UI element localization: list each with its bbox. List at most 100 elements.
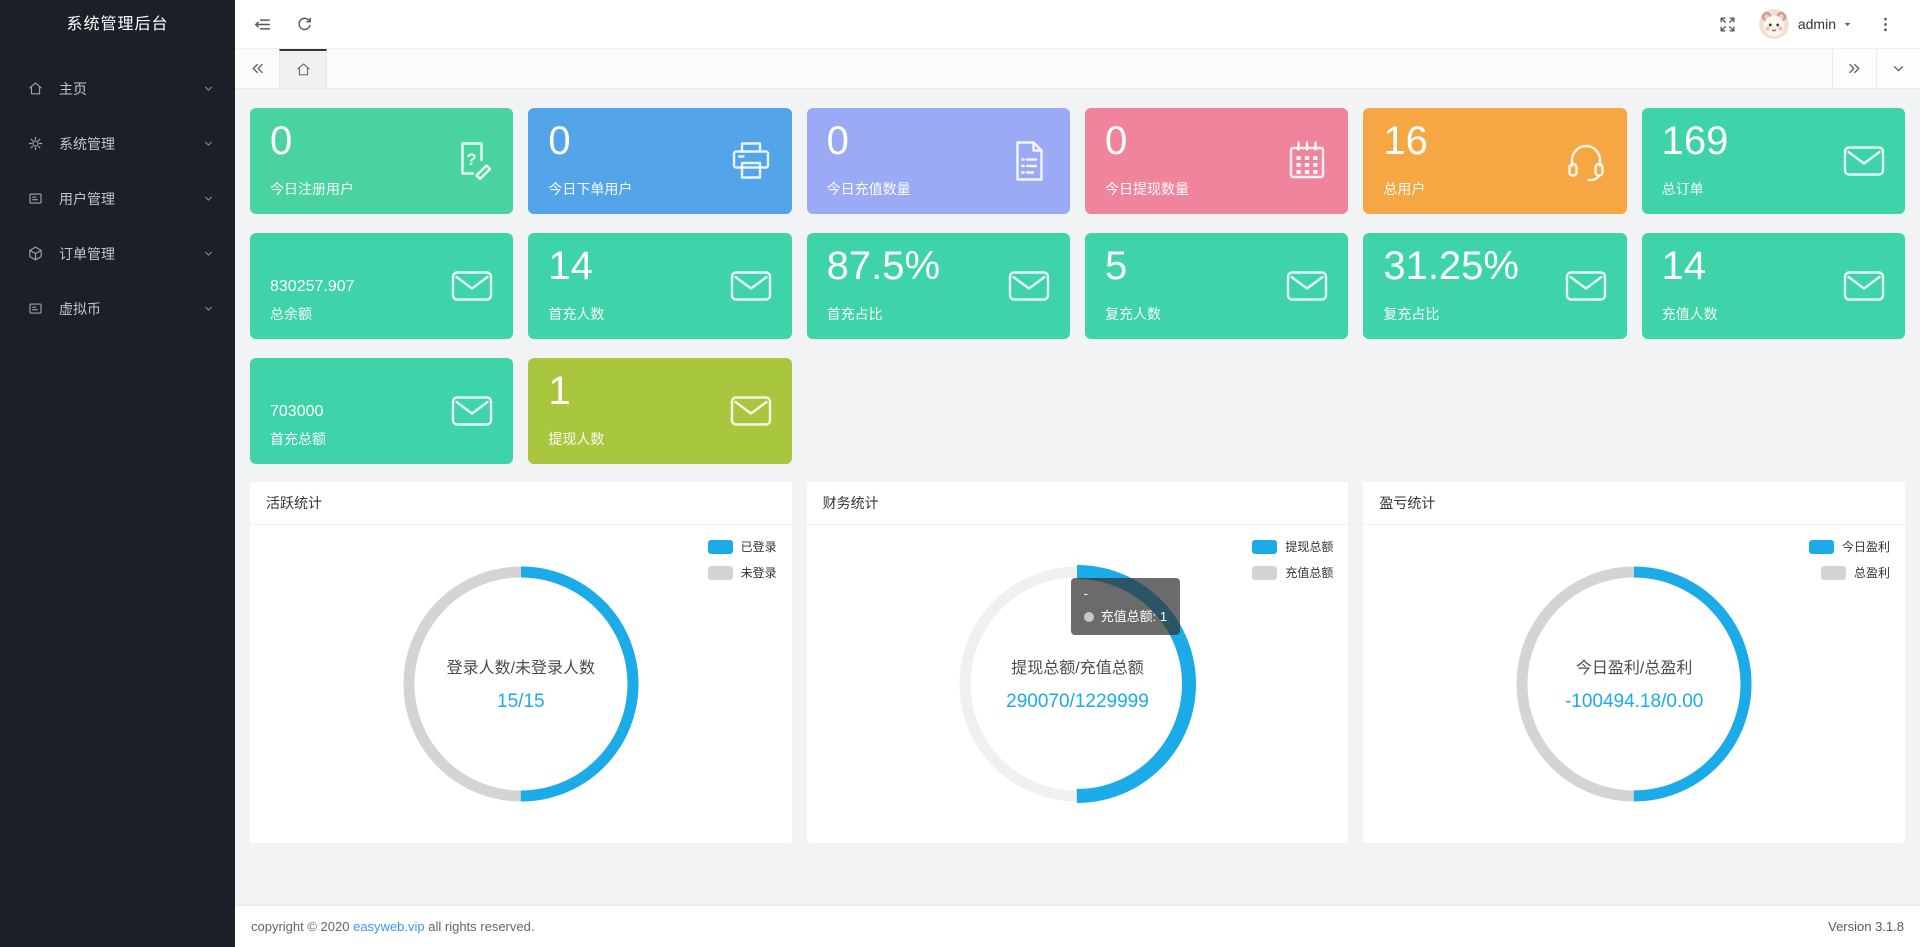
stat-card-repeat-recharge-users: 5 复充人数 (1085, 233, 1349, 339)
chart-legend: 提现总额 充值总额 (1252, 538, 1333, 590)
donut-chart[interactable]: 今日盈利/总盈利 -100494.18/0.00 (1509, 559, 1759, 809)
printer-icon (727, 137, 775, 185)
panel-active-stats: 活跃统计 已登录 未登录 (250, 482, 792, 843)
stat-value: 5 (1105, 244, 1128, 288)
mail-icon (1840, 262, 1888, 310)
fullscreen-icon (1718, 15, 1737, 34)
legend-item[interactable]: 今日盈利 (1808, 538, 1890, 555)
double-chevron-left-icon (249, 60, 266, 77)
sidebar-item-system[interactable]: 系统管理 (0, 116, 235, 171)
stat-label: 提现人数 (548, 431, 605, 447)
sidebar-item-label: 虚拟币 (59, 300, 101, 317)
legend-item[interactable]: 充值总额 (1252, 564, 1333, 581)
donut-ring (958, 564, 1197, 803)
tabs-menu-button[interactable] (1876, 49, 1920, 88)
panel-profit-stats: 盈亏统计 今日盈利 总盈利 (1363, 482, 1905, 843)
stat-value: 703000 (270, 403, 324, 421)
chevron-down-icon (202, 192, 215, 205)
legend-label: 提现总额 (1285, 540, 1334, 554)
username: admin (1797, 16, 1836, 32)
legend-label: 充值总额 (1285, 566, 1334, 580)
home-icon (295, 61, 312, 78)
legend-swatch (1820, 565, 1846, 580)
donut-ring (403, 566, 639, 801)
copyright-text: copyright © 2020 easyweb.vip all rights … (251, 919, 535, 934)
chevron-down-icon (202, 247, 215, 260)
topbar: admin (235, 0, 1920, 49)
stat-value: 14 (548, 244, 593, 288)
more-menu-button[interactable] (1864, 0, 1906, 49)
headset-icon (1562, 137, 1610, 185)
stat-value: 14 (1661, 244, 1707, 288)
stat-label: 总用户 (1383, 181, 1426, 197)
stat-value: 830257.907 (270, 278, 355, 296)
tab-home[interactable] (279, 49, 327, 88)
panel-body: 已登录 未登录 (250, 525, 792, 842)
refresh-button[interactable] (283, 0, 325, 49)
stat-card-first-recharge-total: 703000 首充总额 (250, 358, 514, 464)
mail-icon (1562, 262, 1610, 310)
menu-fold-icon (253, 15, 272, 34)
file-list-icon (1005, 137, 1053, 185)
stat-label: 总余额 (270, 306, 312, 322)
stat-card-recharge-users: 14 充值人数 (1641, 233, 1905, 339)
dots-vertical-icon (1876, 15, 1895, 34)
sidebar-item-label: 系统管理 (59, 135, 115, 152)
user-menu[interactable]: admin (1749, 0, 1864, 49)
tabs-scroll-right-button[interactable] (1832, 49, 1876, 88)
stat-label: 首充人数 (548, 306, 605, 322)
footer: copyright © 2020 easyweb.vip all rights … (235, 905, 1920, 947)
mail-icon (727, 262, 775, 310)
app-title: 系统管理后台 (66, 16, 169, 33)
menu-fold-button[interactable] (241, 0, 283, 49)
donut-chart[interactable]: 提现总额/充值总额 290070/1229999 (952, 559, 1202, 809)
stat-value: 169 (1661, 119, 1729, 163)
tabs-scroll-left-button[interactable] (235, 49, 279, 88)
cube-icon (27, 245, 44, 262)
legend-item[interactable]: 未登录 (707, 564, 777, 581)
avatar (1758, 9, 1789, 39)
fullscreen-button[interactable] (1707, 0, 1749, 49)
sidebar-item-orders[interactable]: 订单管理 (0, 226, 235, 281)
mail-icon (1840, 137, 1888, 185)
chevron-down-icon (202, 302, 215, 315)
stat-label: 复充占比 (1383, 306, 1440, 322)
version-text: Version 3.1.8 (1828, 919, 1904, 934)
panel-title: 盈亏统计 (1363, 482, 1905, 525)
legend-swatch (707, 539, 733, 554)
chevron-down-icon (202, 82, 215, 95)
stat-label: 今日注册用户 (270, 181, 354, 197)
tabbar (235, 49, 1920, 89)
stat-value: 16 (1383, 119, 1428, 163)
mail-icon (727, 387, 775, 435)
stat-label: 充值人数 (1661, 306, 1718, 322)
chart-legend: 已登录 未登录 (707, 538, 777, 590)
stat-card-today-withdraw: 0 今日提现数量 (1085, 108, 1349, 214)
sidebar-item-vcoin[interactable]: 虚拟币 (0, 281, 235, 336)
panel-title: 活跃统计 (250, 482, 792, 525)
stat-label: 复充人数 (1105, 306, 1161, 322)
sidebar-item-users[interactable]: 用户管理 (0, 171, 235, 226)
legend-swatch (707, 565, 733, 580)
legend-label: 今日盈利 (1841, 540, 1890, 554)
mail-icon (448, 387, 496, 435)
legend-label: 已登录 (740, 540, 777, 554)
sidebar-item-home[interactable]: 主页 (0, 61, 235, 116)
main-area: admin 0 今日注册用户 0 今日下单用户 (235, 0, 1920, 947)
id-card-icon (27, 190, 44, 207)
panel-title: 财务统计 (806, 482, 1349, 525)
home-icon (27, 80, 44, 97)
stat-label: 今日提现数量 (1105, 181, 1189, 197)
sidebar-item-label: 主页 (59, 80, 87, 97)
stat-value: 1 (548, 369, 571, 413)
id-card-icon (27, 300, 44, 317)
easyweb-link[interactable]: easyweb.vip (353, 919, 425, 934)
legend-item[interactable]: 提现总额 (1252, 538, 1333, 555)
stat-value: 31.25% (1383, 244, 1519, 288)
legend-item[interactable]: 已登录 (707, 538, 777, 555)
stat-value: 0 (270, 119, 293, 163)
stat-card-today-recharge: 0 今日充值数量 (806, 108, 1070, 214)
mail-icon (1005, 262, 1053, 310)
legend-item[interactable]: 总盈利 (1809, 564, 1890, 581)
donut-chart[interactable]: 登录人数/未登录人数 15/15 (396, 559, 646, 809)
